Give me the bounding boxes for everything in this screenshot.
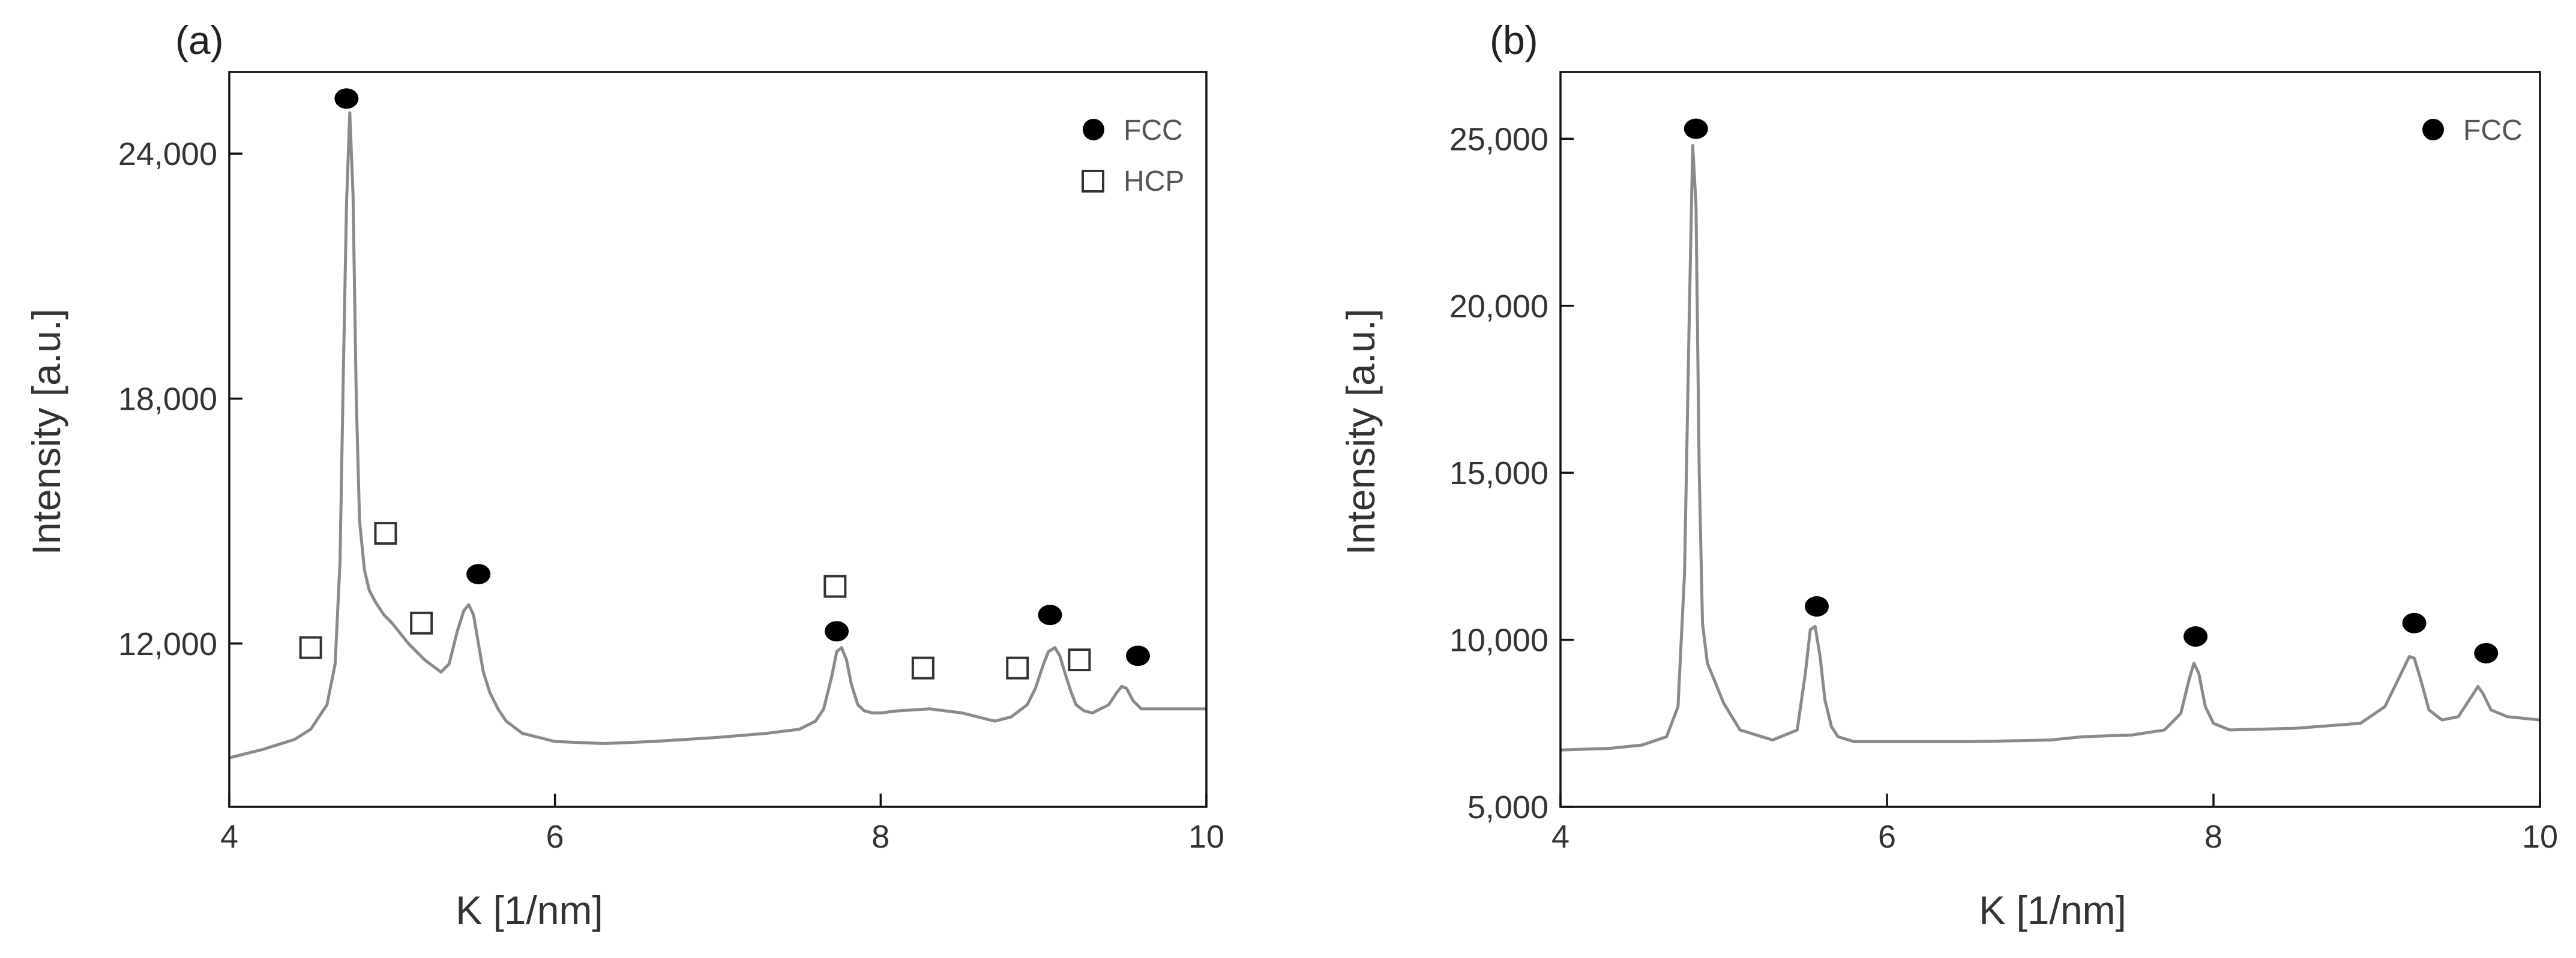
fcc-marker-icon: [2422, 119, 2444, 140]
hcp-peak-marker: [911, 656, 934, 680]
fcc-peak-marker: [2183, 626, 2208, 647]
x-tick-label: 10: [1188, 819, 1224, 855]
fcc-peak-marker: [1805, 596, 1829, 617]
fcc-peak-marker: [466, 564, 491, 585]
y-tick-label: 5,000: [1467, 789, 1548, 825]
panel-b-intensity-line: [1560, 144, 2541, 752]
fcc-peak-marker: [1038, 605, 1062, 626]
panel-a-ticks: [228, 152, 1208, 807]
panel-b-legend: FCC: [2422, 115, 2523, 146]
hcp-marker-icon: [1082, 170, 1104, 193]
y-tick-label: 20,000: [1449, 289, 1548, 325]
fcc-peak-marker: [2474, 642, 2499, 663]
fcc-peak-marker: [2402, 612, 2427, 633]
y-tick-label: 12,000: [118, 626, 217, 662]
panel-b-ylabel: Intensity [a.u.]: [1338, 309, 1383, 555]
x-tick-label: 8: [2204, 819, 2222, 855]
panel-a-intensity-line: [229, 111, 1206, 759]
panel-b-xlabel: K [1/nm]: [1979, 888, 2126, 932]
legend-item-fcc: FCC: [2422, 115, 2523, 146]
legend-item-fcc: FCC: [1083, 115, 1183, 146]
panel-b-ticks: [1559, 137, 2541, 808]
y-tick-label: 25,000: [1449, 121, 1548, 157]
panel-a-legend: FCC HCP: [1082, 115, 1184, 197]
x-tick-label: 10: [2522, 819, 2558, 855]
panel-a-tick-labels: 4 6 8 10 12,000 18,000 24,000: [118, 136, 1224, 855]
hcp-peak-marker: [410, 611, 433, 635]
hcp-peak-marker: [374, 522, 397, 545]
y-tick-label: 18,000: [118, 381, 217, 417]
panel-a-markers: [299, 88, 1151, 680]
y-tick-label: 15,000: [1449, 455, 1548, 491]
panel-a-label: (a): [175, 18, 224, 62]
y-tick-label: 10,000: [1449, 623, 1548, 659]
x-tick-label: 4: [1551, 819, 1569, 855]
legend-label-fcc: FCC: [1124, 115, 1183, 146]
hcp-peak-marker: [1068, 648, 1091, 671]
panel-a: (a) Intensity [a.u.] K [1/nm] 4 6 8 10 12,00…: [24, 18, 1224, 932]
panel-b-plot-frame: [1559, 71, 2541, 808]
hcp-peak-marker: [299, 636, 322, 659]
panel-a-ylabel: Intensity [a.u.]: [24, 309, 68, 555]
x-tick-label: 6: [546, 819, 564, 855]
legend-label-fcc: FCC: [2463, 115, 2523, 146]
fcc-marker-icon: [1083, 119, 1104, 140]
panel-a-plot-frame: [228, 71, 1208, 808]
legend-label-hcp: HCP: [1124, 166, 1184, 197]
y-tick-label: 24,000: [118, 136, 217, 172]
panel-b: (b) Intensity [a.u.] K [1/nm] 4 6 8 10 5,000…: [1338, 18, 2558, 932]
hcp-peak-marker: [1006, 656, 1029, 680]
fcc-peak-marker: [1126, 645, 1151, 666]
x-tick-label: 6: [1878, 819, 1896, 855]
x-tick-label: 4: [220, 819, 238, 855]
panel-a-xlabel: K [1/nm]: [456, 888, 603, 932]
hcp-peak-marker: [823, 575, 847, 598]
panel-b-markers: [1684, 118, 2499, 663]
panel-b-label: (b): [1490, 18, 1538, 62]
legend-item-hcp: HCP: [1082, 166, 1184, 197]
panel-b-tick-labels: 4 6 8 10 5,000 10,000 15,000 20,000 25,000: [1449, 121, 2558, 855]
x-tick-label: 8: [871, 819, 889, 855]
fcc-peak-marker: [1684, 118, 1708, 139]
fcc-peak-marker: [334, 88, 359, 109]
fcc-peak-marker: [825, 621, 849, 642]
